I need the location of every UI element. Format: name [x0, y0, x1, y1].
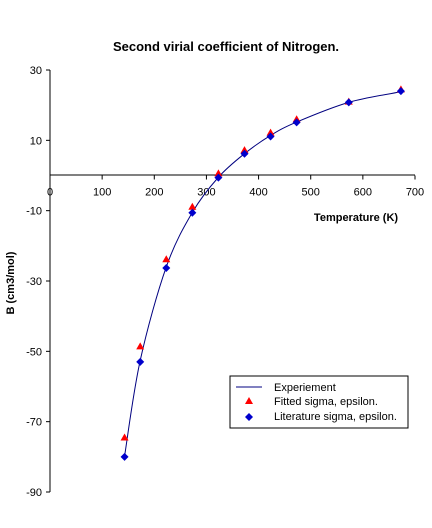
fitted-point [136, 342, 145, 350]
literature-point [162, 263, 171, 272]
y-tick-label: -30 [26, 276, 42, 288]
legend-triangle-swatch [245, 397, 253, 404]
literature-point [188, 208, 197, 217]
x-tick-label: 200 [145, 187, 163, 199]
y-axis-label: B (cm3/mol) [5, 251, 17, 314]
x-tick-label: 600 [354, 187, 372, 199]
literature-point [120, 452, 129, 461]
x-axis-ticks: 0 100 200 300 400 500 600 700 [47, 175, 424, 199]
fitted-point [188, 202, 197, 210]
x-tick-label: 100 [93, 187, 111, 199]
fitted-point [266, 128, 275, 136]
x-tick-label: 500 [302, 187, 320, 199]
legend-label-fitted: Fitted sigma, epsilon. [274, 396, 378, 408]
legend-diamond-swatch [245, 413, 253, 421]
legend-box [229, 375, 409, 429]
literature-point [396, 87, 405, 96]
y-tick-label: -10 [26, 206, 42, 218]
chart-title: Second virial coefficient of Nitrogen. [113, 39, 339, 54]
literature-point [136, 357, 145, 366]
x-tick-label: 0 [47, 187, 53, 199]
literature-point [240, 149, 249, 158]
literature-point [292, 118, 301, 127]
x-tick-label: 400 [249, 187, 267, 199]
fitted-point [214, 169, 223, 177]
series-line-experiment [124, 91, 402, 457]
y-tick-label: 10 [30, 135, 42, 147]
legend: Experiement Fitted sigma, epsilon. Liter… [229, 375, 409, 429]
legend-label-experiment: Experiement [274, 382, 336, 394]
legend-label-literature: Literature sigma, epsilon. [274, 411, 397, 423]
y-axis-ticks: 30 10 -10 -30 -50 -70 -90 [26, 65, 50, 499]
fitted-point [240, 146, 249, 154]
literature-point [344, 98, 353, 107]
fitted-point [162, 255, 171, 263]
y-tick-label: -50 [26, 346, 42, 358]
y-tick-label: -90 [26, 487, 42, 499]
series-layer [120, 85, 405, 461]
literature-point [266, 132, 275, 141]
literature-point [214, 173, 223, 182]
fitted-point [120, 433, 129, 441]
y-tick-label: 30 [30, 65, 42, 77]
x-tick-label: 700 [406, 187, 424, 199]
x-axis-label: Temperature (K) [314, 212, 398, 224]
y-tick-label: -70 [26, 417, 42, 429]
